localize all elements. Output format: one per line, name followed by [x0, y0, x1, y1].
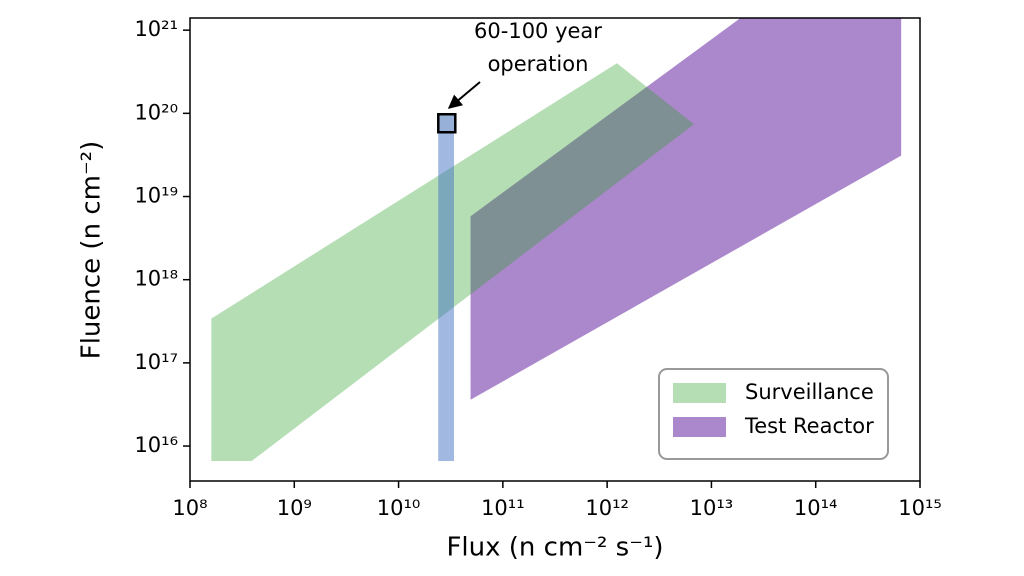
x-tick-label: 10¹⁰ — [377, 496, 421, 520]
x-tick-label: 10¹³ — [690, 496, 734, 520]
y-tick-label: 10²¹ — [134, 17, 178, 41]
plot-frame — [189, 17, 921, 482]
x-tick-label: 10¹⁴ — [794, 496, 838, 520]
operation-marker — [437, 112, 457, 134]
legend-label: Surveillance — [745, 380, 874, 404]
region — [470, 18, 902, 400]
y-axis-title: Fluence (n cm⁻²) — [77, 141, 107, 360]
legend-swatch — [673, 383, 726, 403]
annotation-arrow — [447, 81, 481, 109]
x-tick-label: 10¹¹ — [481, 496, 525, 520]
legend-label: Test Reactor — [744, 414, 874, 438]
x-tick-label: 10¹² — [585, 496, 629, 520]
x-tick-label: 10¹⁵ — [898, 496, 942, 520]
annotation: operation — [488, 52, 589, 76]
annotation: 60-100 year — [474, 19, 602, 43]
operation-band — [438, 125, 454, 462]
y-tick-label: 10¹⁶ — [134, 433, 178, 457]
y-tick-label: 10¹⁹ — [134, 184, 178, 208]
legend-swatch — [673, 417, 726, 437]
x-tick-label: 10⁹ — [277, 496, 312, 520]
y-tick-label: 10²⁰ — [134, 100, 178, 124]
x-tick-label: 10⁸ — [172, 496, 207, 520]
y-tick-label: 10¹⁷ — [134, 350, 178, 374]
x-axis-title: Flux (n cm⁻² s⁻¹) — [446, 533, 663, 563]
y-tick-label: 10¹⁸ — [134, 267, 178, 291]
